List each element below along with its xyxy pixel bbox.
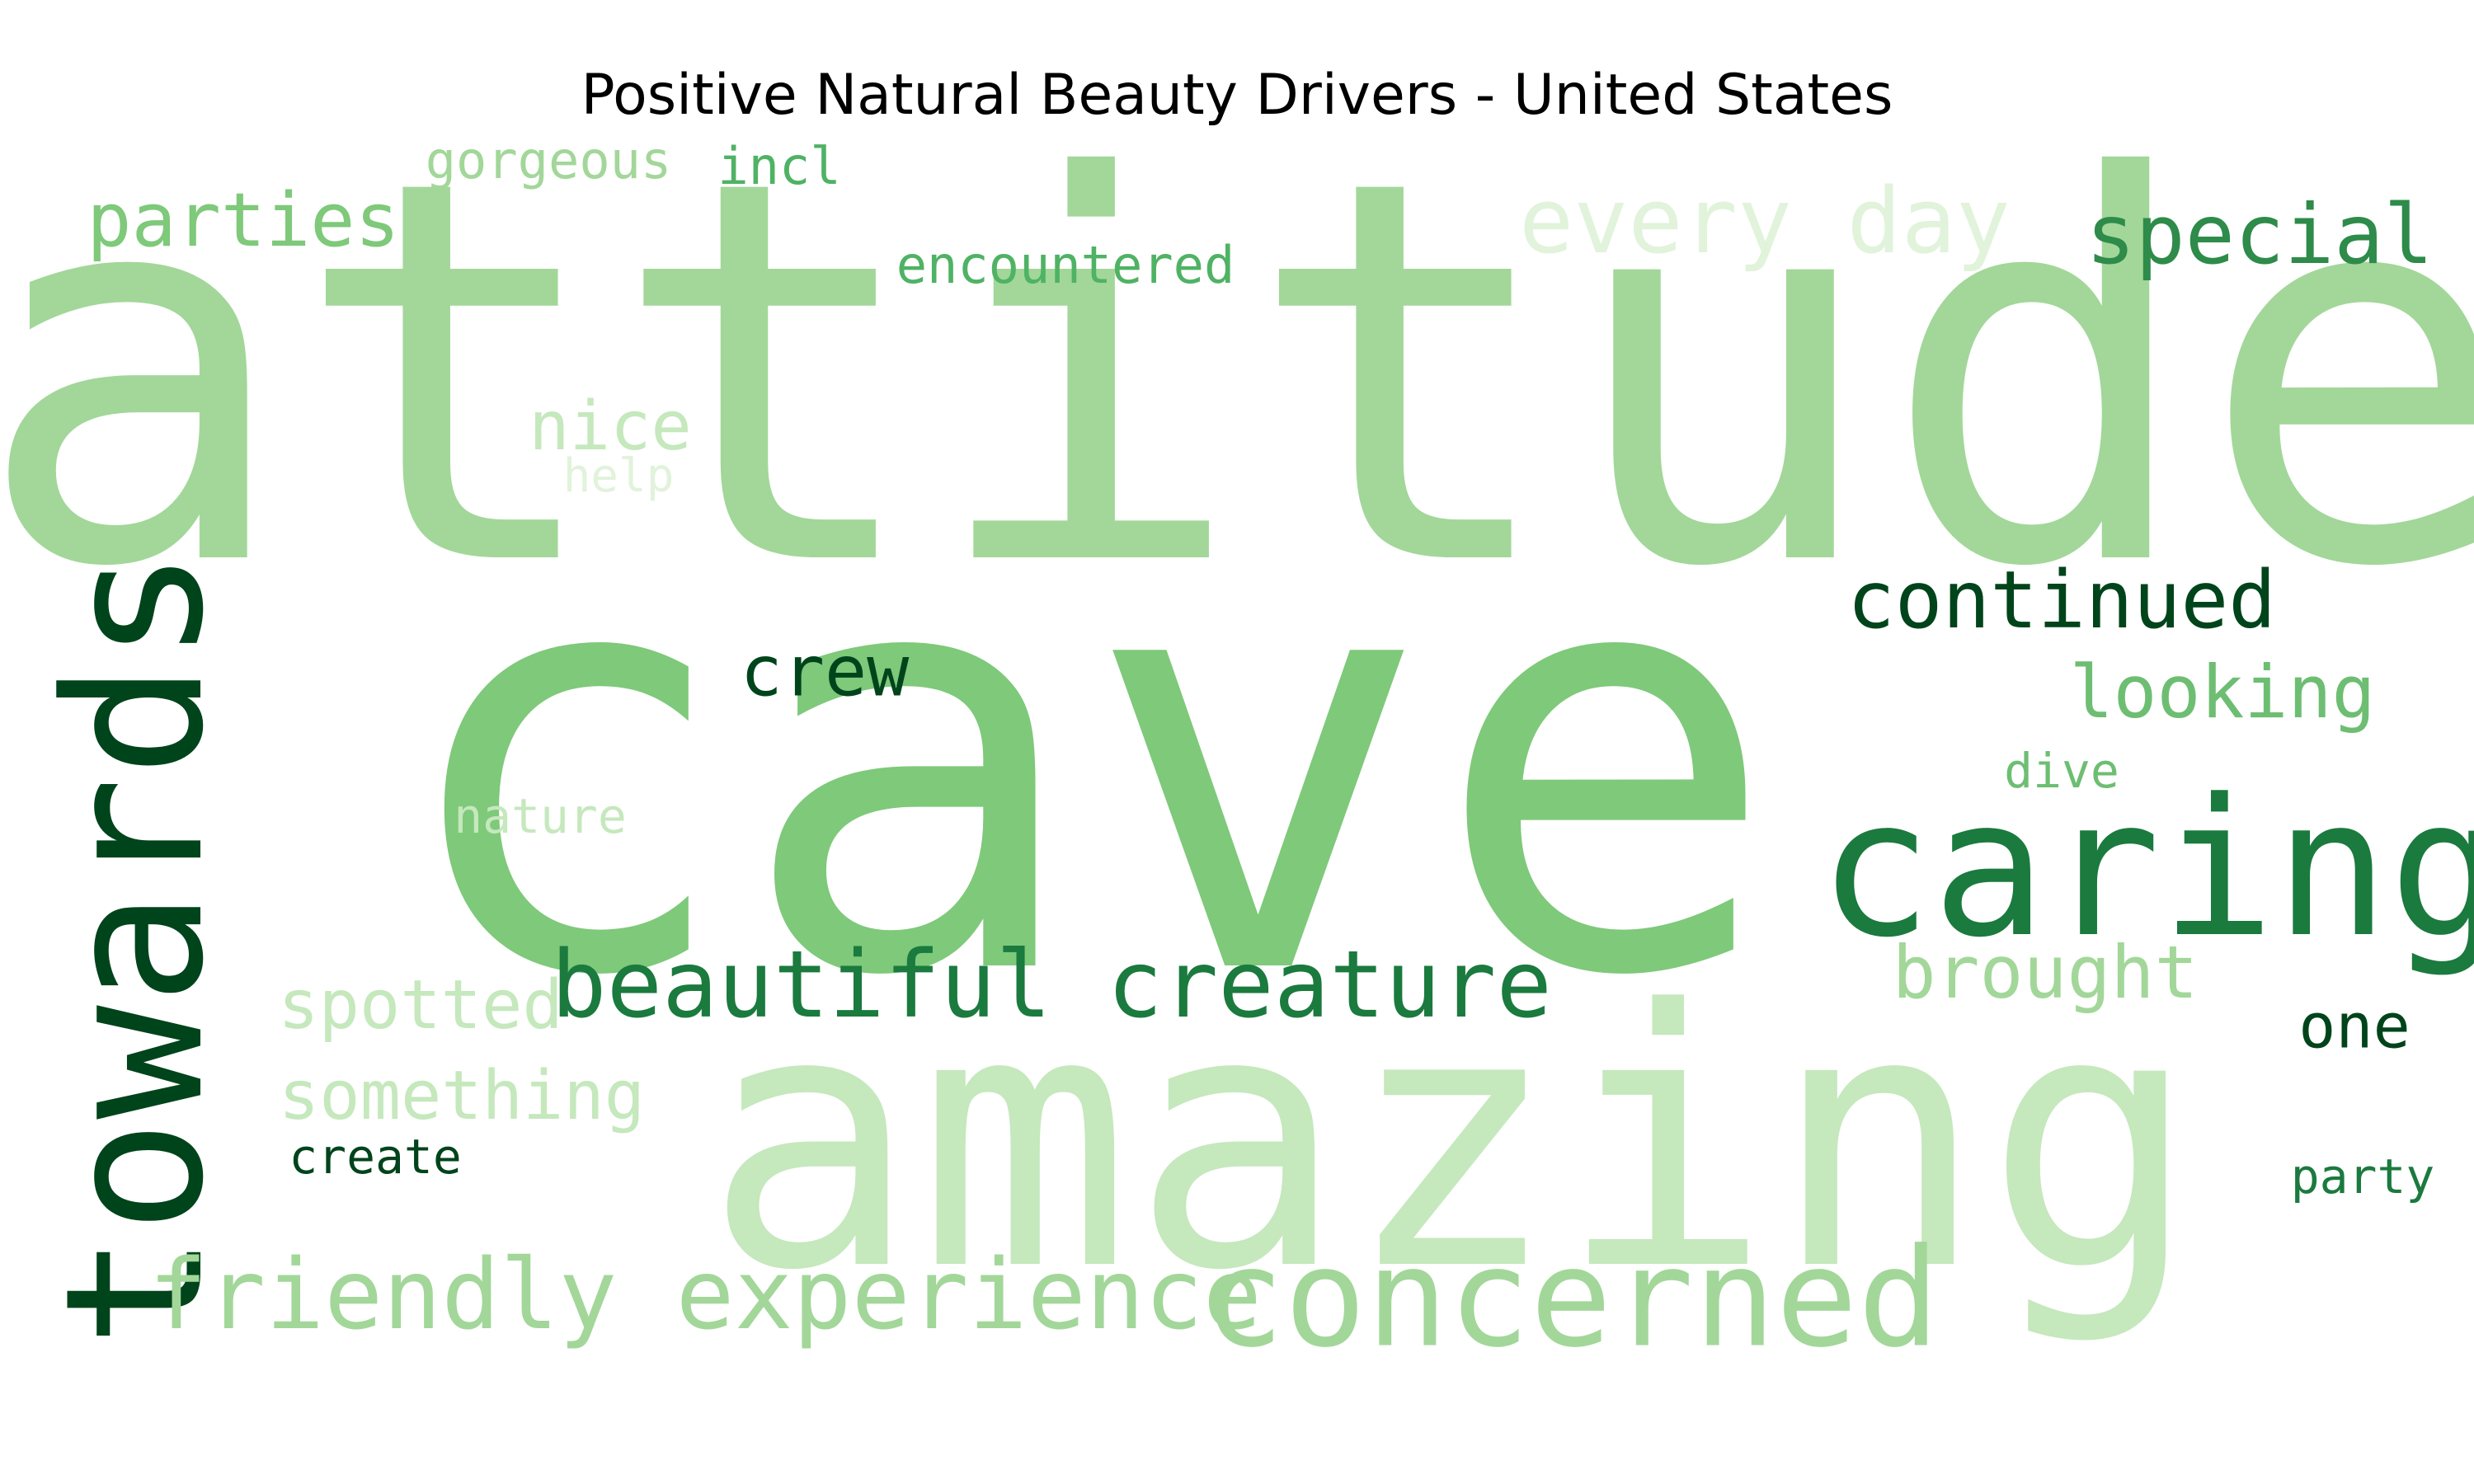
word-every-day: every day [1518,168,2011,274]
chart-title: Positive Natural Beauty Drivers - United… [581,63,1893,128]
word-friendly-experience: friendly experience [148,1237,1262,1351]
word-create: create [289,1129,462,1185]
word-nature: nature [454,788,627,844]
word-cave: cave [389,430,1780,1102]
word-special: special [2086,186,2434,283]
word-amazing: amazing [703,936,2199,1348]
word-encountered: encountered [896,235,1235,295]
word-nice: nice [529,387,692,466]
word-attitude: attitude [0,68,2474,682]
word-something: something [278,1057,646,1135]
word-spotted: spotted [278,966,563,1045]
word-brought: brought [1892,930,2199,1015]
word-beautiful-creature: beautiful creature [551,932,1552,1039]
word-one: one [2298,989,2411,1063]
word-parties: parties [87,177,400,264]
word-incl: incl [717,136,841,196]
word-looking: looking [2069,650,2376,735]
word-help: help [562,449,675,503]
word-gorgeous: gorgeous [425,130,672,190]
word-party: party [2290,1148,2435,1205]
word-caring: caring [1818,759,2474,979]
word-towards: towards [26,548,246,1348]
word-concerned: concerned [1202,1219,1940,1378]
word-continued: continued [1846,554,2277,646]
word-crew: crew [740,631,910,713]
word-dive: dive [2004,743,2119,799]
